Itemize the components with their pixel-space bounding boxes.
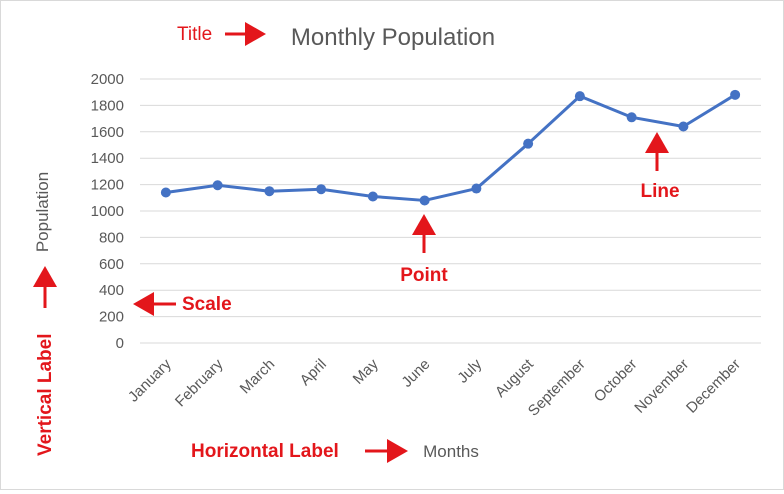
y-tick-label: 1400 xyxy=(91,150,124,167)
data-point xyxy=(574,91,585,102)
annotation-scale-label: Scale xyxy=(182,294,232,315)
series-line xyxy=(165,93,736,202)
y-tick-label: 600 xyxy=(99,256,124,273)
y-tick-label: 800 xyxy=(99,229,124,246)
y-tick-label: 1000 xyxy=(91,203,124,220)
x-tick-label: February xyxy=(172,355,227,410)
x-tick-label: December xyxy=(683,356,744,417)
x-tick-label: June xyxy=(398,356,433,391)
annotation-vertical-label: Vertical Label xyxy=(35,333,56,456)
y-tick-label: 1800 xyxy=(91,97,124,114)
y-axis-ticks: 0 200 400 600 800 1000 1200 1400 1600 1800 2000 xyxy=(91,71,124,352)
data-point xyxy=(367,191,378,202)
data-point xyxy=(419,195,430,206)
y-tick-label: 400 xyxy=(99,282,124,299)
y-tick-label: 1600 xyxy=(91,124,124,141)
data-point xyxy=(730,89,741,100)
data-point xyxy=(264,186,275,197)
data-point xyxy=(523,138,534,149)
y-axis-title: Population xyxy=(33,172,52,252)
y-tick-label: 0 xyxy=(116,335,124,352)
x-tick-label: August xyxy=(492,355,538,401)
x-tick-label: July xyxy=(454,355,485,386)
annotations: Title Point Line Scale Vertical Label Ho… xyxy=(33,22,680,463)
y-tick-label: 200 xyxy=(99,309,124,326)
data-point xyxy=(212,180,223,191)
x-tick-label: April xyxy=(297,356,330,389)
data-point xyxy=(626,112,637,123)
x-tick-label: October xyxy=(591,356,641,406)
x-tick-label: March xyxy=(237,356,278,397)
x-tick-label: November xyxy=(631,356,692,417)
annotation-line-label: Line xyxy=(640,181,679,202)
x-axis-title: Months xyxy=(423,442,479,461)
data-point xyxy=(316,184,327,195)
y-tick-label: 2000 xyxy=(91,71,124,88)
x-tick-label: January xyxy=(125,355,175,405)
x-tick-label: May xyxy=(350,355,382,387)
data-point xyxy=(160,187,171,198)
gridlines xyxy=(140,78,761,318)
annotation-horizontal-label: Horizontal Label xyxy=(191,441,339,462)
data-point xyxy=(471,183,482,194)
y-tick-label: 1200 xyxy=(91,177,124,194)
series-population xyxy=(160,89,741,206)
chart-title: Monthly Population xyxy=(291,24,495,51)
annotation-point-label: Point xyxy=(400,265,448,286)
data-point xyxy=(678,121,689,132)
annotation-title-label: Title xyxy=(177,24,212,45)
